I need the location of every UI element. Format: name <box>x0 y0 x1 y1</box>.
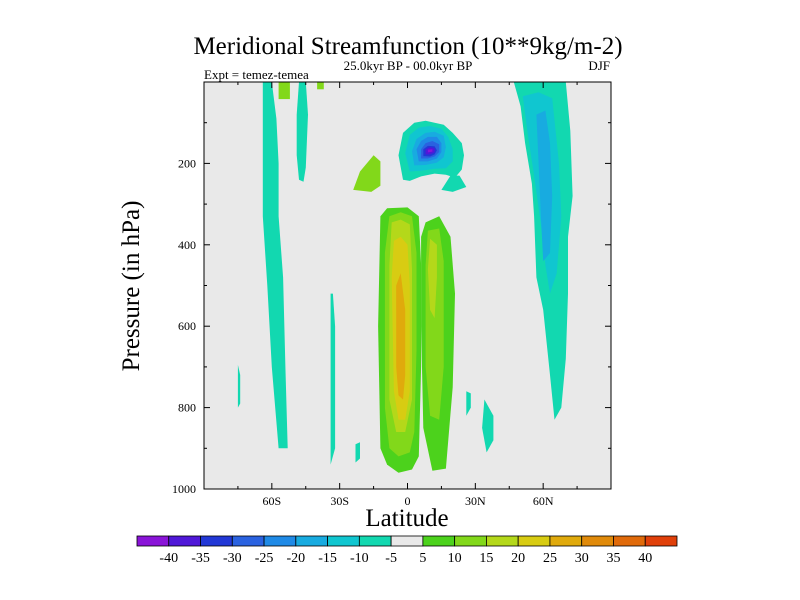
colorbar-label: -35 <box>191 551 210 566</box>
contour-region <box>330 293 336 465</box>
colorbar-swatch <box>486 535 519 547</box>
colorbar-swatch <box>295 535 328 547</box>
colorbar-label: -25 <box>255 551 274 566</box>
contour-region <box>536 110 553 262</box>
x-tick-label: 60S <box>262 494 281 508</box>
colorbar-swatch <box>358 535 392 547</box>
colorbar-swatch <box>136 535 170 547</box>
contour-region <box>396 273 406 400</box>
colorbar-swatch <box>263 535 297 547</box>
colorbar-swatch <box>168 535 201 547</box>
colorbar-swatch <box>644 535 678 547</box>
colorbar-label: 10 <box>448 551 462 566</box>
x-tick-label: 30S <box>330 494 349 508</box>
contour-region <box>427 149 433 153</box>
contour-region <box>237 364 241 408</box>
x-tick-label: 30N <box>465 494 486 508</box>
colorbar-swatch <box>549 535 583 547</box>
colorbar-label: -30 <box>223 551 242 566</box>
colorbar-label: 15 <box>479 551 493 566</box>
colorbar-swatch <box>390 535 424 547</box>
colorbar: -40 -35 -30 -25 -20 -15 -10 -5 5 10 15 20 25 30 35 40 <box>136 535 678 566</box>
colorbar-swatch <box>581 535 614 547</box>
contour-region <box>427 238 437 319</box>
y-tick-label: 200 <box>178 156 196 170</box>
colorbar-label: -40 <box>159 551 178 566</box>
colorbar-swatch <box>422 535 456 547</box>
chart-subtitle: 25.0kyr BP - 00.0kyr BP <box>344 58 473 73</box>
colorbar-label: 25 <box>543 551 557 566</box>
y-tick-label: 800 <box>178 401 196 415</box>
contour-region <box>353 155 381 192</box>
colorbar-swatch <box>231 535 265 547</box>
y-tick-label: 600 <box>178 319 196 333</box>
colorbar-label: 20 <box>511 551 525 566</box>
colorbar-label: -20 <box>286 551 305 566</box>
contour-region <box>296 82 308 182</box>
contour-regions <box>237 82 573 473</box>
colorbar-swatch <box>517 535 551 547</box>
colorbar-label: -5 <box>385 551 397 566</box>
colorbar-swatch <box>454 535 487 547</box>
season-label: DJF <box>588 58 610 73</box>
colorbar-swatch <box>327 535 360 547</box>
contour-region <box>482 399 494 453</box>
experiment-label: Expt = temez-temea <box>204 67 309 82</box>
y-tick-label: 1000 <box>172 482 196 496</box>
colorbar-label: -15 <box>318 551 337 566</box>
colorbar-label: 40 <box>638 551 652 566</box>
colorbar-swatch <box>613 535 646 547</box>
chart-title: Meridional Streamfunction (10**9kg/m-2) <box>193 33 622 60</box>
contour-region <box>317 82 324 90</box>
colorbar-swatch <box>200 535 233 547</box>
colorbar-label: 30 <box>575 551 589 566</box>
colorbar-label: -10 <box>350 551 369 566</box>
y-axis-title: Pressure (in hPa) <box>118 201 145 372</box>
contour-region <box>278 82 290 100</box>
y-tick-label: 400 <box>178 238 196 252</box>
colorbar-label: 5 <box>419 551 426 566</box>
x-tick-label: 0 <box>405 494 411 508</box>
contour-region <box>441 175 467 192</box>
contour-region <box>262 82 288 449</box>
x-axis-title: Latitude <box>365 505 448 532</box>
y-axis-ticks: 200 400 600 800 1000 <box>172 81 611 496</box>
contour-region <box>355 442 360 463</box>
x-axis-ticks: 60S 30S 0 30N 60N <box>203 82 612 508</box>
x-tick-label: 60N <box>533 494 554 508</box>
plot-area: 60S 30S 0 30N 60N 200 400 600 800 1000 <box>172 81 612 508</box>
contour-region <box>466 391 471 416</box>
colorbar-label: 35 <box>606 551 620 566</box>
